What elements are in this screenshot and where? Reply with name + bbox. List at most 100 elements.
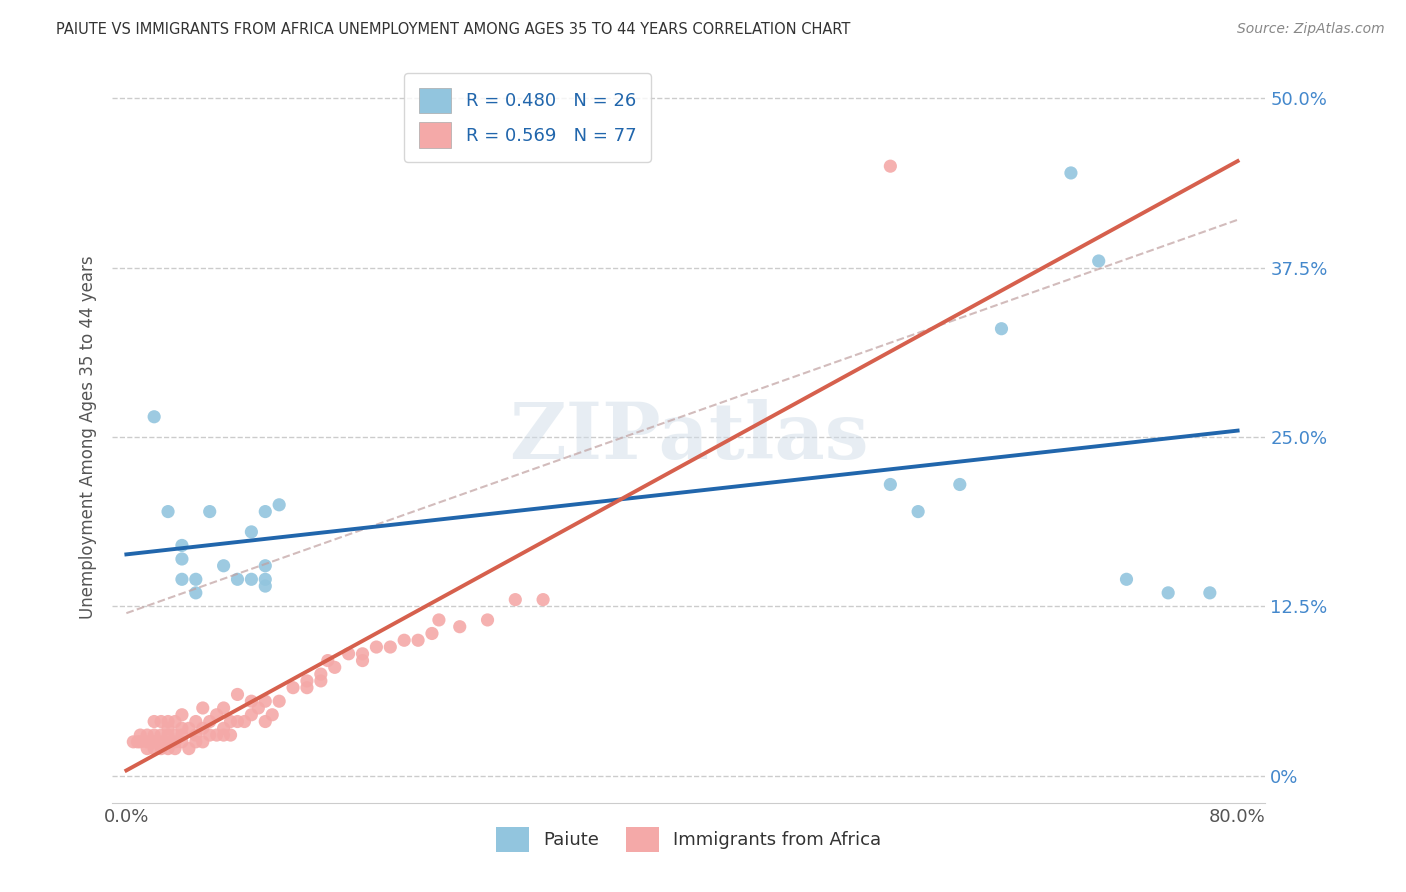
Point (170, 552, 193, 566)
Point (170, 735, 193, 749)
Point (177, 741, 200, 756)
Point (122, 735, 145, 749)
Point (337, 647, 360, 661)
Point (219, 728, 242, 742)
Point (309, 667, 332, 681)
Point (949, 477, 972, 491)
Point (170, 728, 193, 742)
Point (129, 735, 152, 749)
Point (254, 572, 277, 586)
Point (226, 572, 249, 586)
Point (143, 409, 166, 424)
Point (254, 505, 277, 519)
Point (449, 620, 471, 634)
Point (136, 735, 159, 749)
Y-axis label: Unemployment Among Ages 35 to 44 years: Unemployment Among Ages 35 to 44 years (79, 255, 97, 619)
Point (170, 538, 193, 552)
Point (198, 728, 221, 742)
Point (212, 701, 235, 715)
Point (205, 707, 228, 722)
Point (143, 741, 166, 756)
Point (254, 558, 277, 573)
Point (191, 721, 214, 735)
Point (226, 688, 249, 702)
Point (323, 660, 346, 674)
Point (150, 728, 173, 742)
Point (226, 714, 249, 729)
Point (184, 714, 207, 729)
Point (163, 728, 186, 742)
Point (184, 728, 207, 742)
Point (1087, 254, 1109, 268)
Legend: Paiute, Immigrants from Africa: Paiute, Immigrants from Africa (489, 820, 889, 860)
Point (380, 640, 402, 654)
Point (219, 714, 242, 729)
Point (316, 654, 339, 668)
Point (163, 735, 186, 749)
Point (177, 721, 200, 735)
Text: PAIUTE VS IMMIGRANTS FROM AFRICA UNEMPLOYMENT AMONG AGES 35 TO 44 YEARS CORRELAT: PAIUTE VS IMMIGRANTS FROM AFRICA UNEMPLO… (56, 22, 851, 37)
Point (269, 694, 291, 708)
Point (262, 707, 284, 722)
Point (136, 728, 159, 742)
Point (406, 633, 429, 648)
Text: ZIPatlas: ZIPatlas (509, 399, 869, 475)
Point (150, 741, 173, 756)
Point (531, 592, 554, 607)
Point (150, 714, 173, 729)
Point (254, 694, 277, 708)
Point (150, 735, 173, 749)
Point (427, 613, 450, 627)
Point (212, 728, 235, 742)
Point (191, 735, 214, 749)
Point (129, 728, 152, 742)
Point (392, 633, 415, 648)
Point (879, 477, 901, 491)
Point (990, 322, 1012, 336)
Point (184, 735, 207, 749)
Point (295, 681, 318, 695)
Point (240, 707, 263, 722)
Point (1115, 572, 1137, 586)
Point (233, 714, 256, 729)
Point (157, 735, 180, 749)
Point (505, 592, 527, 607)
Point (212, 721, 235, 735)
Point (198, 714, 221, 729)
Point (1157, 586, 1180, 600)
Point (240, 572, 263, 586)
Point (352, 647, 374, 661)
Point (907, 505, 929, 519)
Point (366, 640, 388, 654)
Point (143, 714, 166, 729)
Point (136, 741, 159, 756)
Point (157, 505, 180, 519)
Point (157, 741, 180, 756)
Point (269, 498, 291, 512)
Point (281, 681, 304, 695)
Point (247, 701, 270, 715)
Point (1198, 586, 1220, 600)
Text: Source: ZipAtlas.com: Source: ZipAtlas.com (1237, 22, 1385, 37)
Point (127, 735, 149, 749)
Point (163, 741, 186, 756)
Point (254, 714, 277, 729)
Point (170, 721, 193, 735)
Point (170, 707, 193, 722)
Point (205, 728, 228, 742)
Point (254, 579, 277, 593)
Point (143, 735, 166, 749)
Point (157, 714, 180, 729)
Point (143, 728, 166, 742)
Point (477, 613, 499, 627)
Point (1060, 166, 1083, 180)
Point (240, 694, 263, 708)
Point (240, 524, 263, 539)
Point (184, 586, 207, 600)
Point (170, 572, 193, 586)
Point (191, 701, 214, 715)
Point (157, 721, 180, 735)
Point (198, 505, 221, 519)
Point (184, 572, 207, 586)
Point (157, 728, 180, 742)
